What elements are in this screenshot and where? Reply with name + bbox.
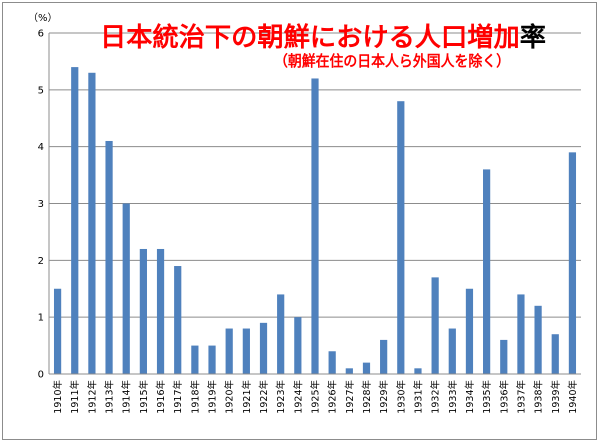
chart-title: 日本統治下の朝鮮における人口増加率 bbox=[100, 22, 546, 53]
x-tick-label: 1910年 bbox=[52, 380, 64, 414]
bar bbox=[277, 294, 285, 374]
x-tick-label: 1938年 bbox=[533, 380, 545, 414]
x-tick-label: 1915年 bbox=[138, 380, 150, 414]
x-tick-label: 1932年 bbox=[430, 380, 442, 414]
bar bbox=[259, 322, 268, 374]
x-tick-label: 1939年 bbox=[550, 380, 562, 414]
x-tick-label: 1921年 bbox=[241, 380, 253, 414]
bar bbox=[105, 140, 113, 374]
bar bbox=[414, 368, 422, 374]
bar bbox=[500, 339, 508, 374]
bar bbox=[328, 351, 336, 374]
x-tick-label: 1936年 bbox=[498, 380, 510, 414]
x-tick-label: 1920年 bbox=[224, 380, 236, 414]
x-tick-label: 1923年 bbox=[275, 380, 287, 414]
bar bbox=[311, 78, 319, 374]
y-tick-label: 4 bbox=[38, 142, 44, 153]
bar bbox=[88, 72, 96, 374]
y-axis-tick-labels: 0 1 2 3 4 5 6 bbox=[38, 29, 44, 381]
x-tick-label: 1927年 bbox=[344, 380, 356, 414]
bar bbox=[174, 266, 182, 374]
bar bbox=[294, 317, 302, 374]
x-tick-label: 1926年 bbox=[327, 380, 339, 414]
x-tick-label: 1917年 bbox=[172, 380, 184, 414]
bar bbox=[551, 334, 559, 374]
x-tick-label: 1916年 bbox=[155, 380, 167, 414]
bar bbox=[448, 328, 456, 374]
y-tick-label: 6 bbox=[38, 29, 44, 40]
bar bbox=[345, 368, 353, 374]
bar bbox=[242, 328, 250, 374]
x-axis-tick-labels: 1910年 1911年 1912年 1913年 1914年 1915年 1916年 1917年… bbox=[52, 380, 579, 414]
bar bbox=[191, 345, 199, 374]
x-tick-label: 1931年 bbox=[412, 380, 424, 414]
x-tick-label: 1937年 bbox=[515, 380, 527, 414]
x-tick-label: 1935年 bbox=[481, 380, 493, 414]
x-tick-label: 1914年 bbox=[121, 380, 133, 414]
bars bbox=[53, 67, 577, 374]
bar bbox=[122, 203, 130, 374]
chart-subtitle: （朝鮮在住の日本人ら外国人を除く） bbox=[274, 52, 510, 70]
bar bbox=[225, 328, 233, 374]
bar bbox=[431, 277, 439, 374]
bar bbox=[362, 362, 371, 374]
x-tick-label: 1929年 bbox=[378, 380, 390, 414]
bar bbox=[483, 169, 491, 374]
x-tick-label: 1922年 bbox=[258, 380, 270, 414]
x-tick-label: 1940年 bbox=[567, 380, 579, 414]
bar bbox=[380, 339, 388, 374]
x-tick-label: 1918年 bbox=[189, 380, 201, 414]
y-tick-label: 0 bbox=[38, 370, 44, 381]
y-tick-label: 5 bbox=[38, 85, 44, 96]
x-tick-label: 1933年 bbox=[447, 380, 459, 414]
bar bbox=[568, 152, 577, 374]
bar bbox=[517, 294, 525, 374]
y-axis-label: （%） bbox=[28, 12, 58, 24]
x-tick-label: 1919年 bbox=[207, 380, 219, 414]
y-tick-label: 3 bbox=[38, 199, 44, 210]
bar bbox=[208, 345, 216, 374]
bar bbox=[397, 101, 405, 374]
x-tick-label: 1911年 bbox=[69, 380, 81, 414]
bar bbox=[156, 248, 165, 374]
chart-title-last-char: 率 bbox=[520, 22, 546, 53]
x-tick-label: 1925年 bbox=[310, 380, 322, 414]
bar bbox=[534, 305, 542, 374]
x-tick-label: 1924年 bbox=[292, 380, 304, 414]
bar bbox=[465, 288, 474, 374]
x-tick-label: 1928年 bbox=[361, 380, 373, 414]
chart-title-text: 日本統治下の朝鮮における人口増加 bbox=[100, 22, 520, 53]
x-tick-label: 1913年 bbox=[104, 380, 116, 414]
x-tick-label: 1912年 bbox=[86, 380, 98, 414]
y-tick-label: 1 bbox=[38, 313, 44, 324]
y-tick-label: 2 bbox=[38, 256, 44, 267]
x-tick-label: 1930年 bbox=[395, 380, 407, 414]
bar bbox=[71, 67, 79, 374]
x-tick-label: 1934年 bbox=[464, 380, 476, 414]
bar bbox=[139, 248, 147, 374]
bar bbox=[53, 288, 62, 374]
